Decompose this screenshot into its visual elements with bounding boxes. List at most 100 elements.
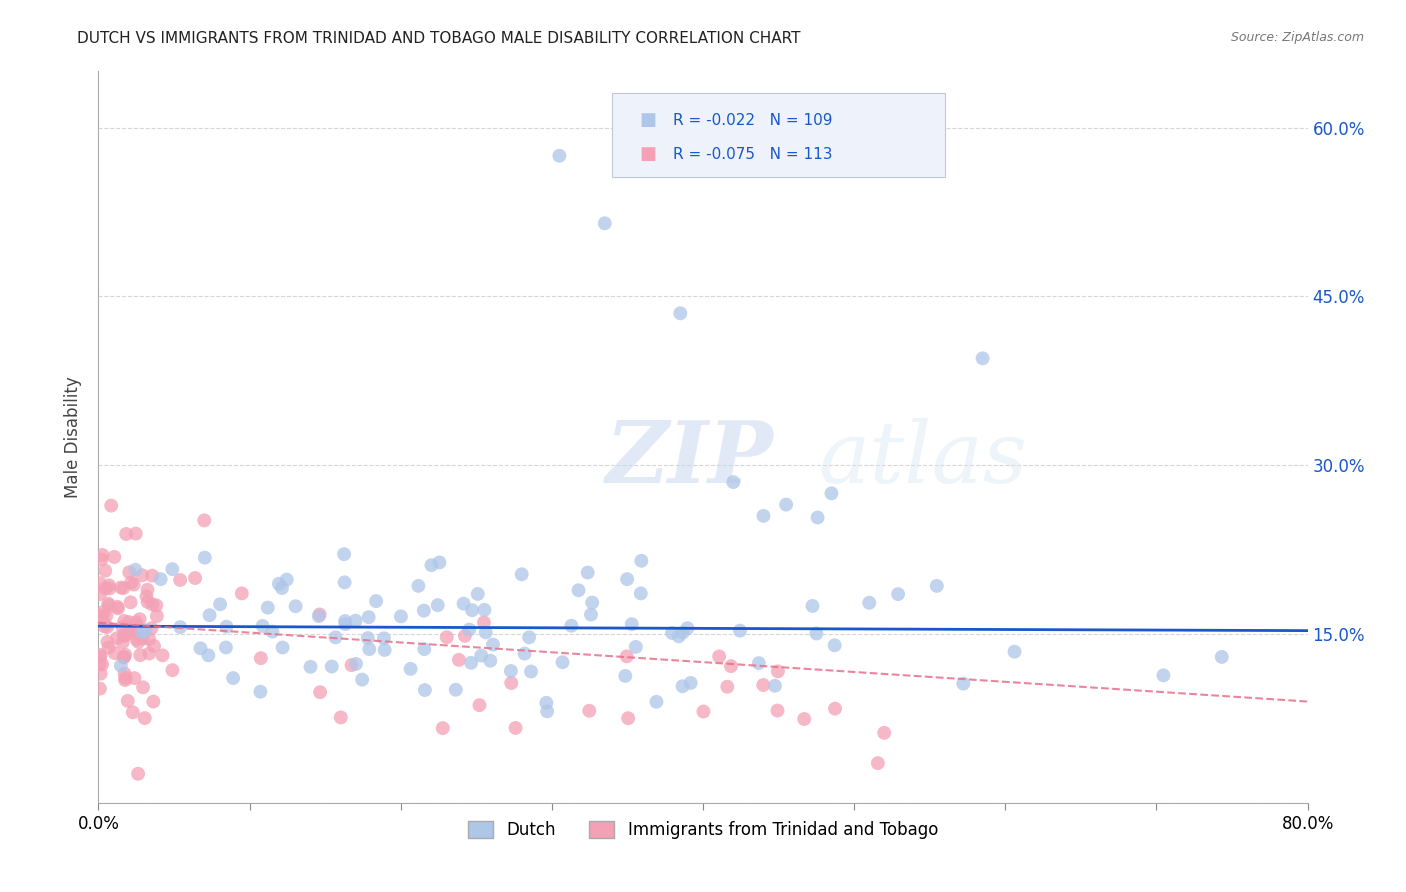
Point — [299, 660, 322, 674]
Point — [118, 565, 141, 579]
Point — [131, 625, 153, 640]
Point — [146, 609, 169, 624]
Point — [115, 527, 138, 541]
Point — [120, 595, 142, 609]
Point — [142, 695, 165, 709]
Point — [143, 639, 166, 653]
Point — [91, 612, 114, 626]
Point — [122, 577, 145, 591]
Point — [132, 681, 155, 695]
Point — [112, 650, 135, 665]
Point — [100, 499, 122, 513]
Point — [824, 638, 846, 652]
Point — [89, 587, 111, 601]
Point — [536, 696, 558, 710]
Point — [925, 579, 948, 593]
Point — [120, 575, 142, 590]
Point — [474, 603, 496, 617]
FancyBboxPatch shape — [613, 94, 945, 178]
Point — [111, 620, 134, 634]
Point — [90, 648, 112, 662]
Point — [614, 669, 637, 683]
Point — [90, 552, 112, 566]
Text: Source: ZipAtlas.com: Source: ZipAtlas.com — [1230, 31, 1364, 45]
Point — [125, 632, 148, 647]
Point — [676, 621, 699, 635]
Point — [121, 622, 143, 636]
Point — [472, 615, 495, 630]
Text: atlas: atlas — [818, 417, 1026, 500]
Point — [141, 598, 163, 612]
Text: ■: ■ — [638, 145, 657, 163]
Point — [517, 631, 540, 645]
Point — [321, 659, 343, 673]
Point — [752, 508, 775, 523]
Point — [567, 583, 589, 598]
Point — [132, 632, 155, 646]
Point — [581, 595, 603, 609]
Point — [824, 701, 846, 715]
Point — [97, 640, 120, 655]
Point — [110, 658, 132, 673]
Point — [105, 599, 128, 614]
Point — [793, 712, 815, 726]
Point — [271, 640, 294, 655]
Point — [141, 621, 163, 635]
Y-axis label: Male Disability: Male Disability — [65, 376, 83, 498]
Point — [763, 679, 786, 693]
Point — [551, 655, 574, 669]
Point — [520, 665, 543, 679]
Point — [90, 666, 112, 681]
Point — [267, 576, 290, 591]
Text: ZIP: ZIP — [606, 417, 775, 500]
Point — [333, 547, 356, 561]
Point — [136, 582, 159, 597]
Point — [479, 654, 502, 668]
Point — [820, 486, 842, 500]
Point — [114, 629, 136, 643]
Point — [728, 624, 751, 638]
Point — [352, 673, 374, 687]
Point — [125, 615, 148, 629]
Point — [389, 609, 412, 624]
Point — [806, 626, 828, 640]
Point — [134, 711, 156, 725]
Point — [461, 603, 484, 617]
Point — [103, 549, 125, 564]
Point — [309, 685, 332, 699]
Point — [107, 601, 129, 615]
Point — [193, 513, 215, 527]
Point — [138, 647, 160, 661]
Point — [308, 607, 330, 622]
Point — [124, 671, 146, 685]
Point — [125, 618, 148, 632]
Point — [692, 705, 714, 719]
Point — [413, 683, 436, 698]
Point — [620, 617, 643, 632]
Point — [468, 698, 491, 713]
Point — [131, 568, 153, 582]
Point — [475, 625, 498, 640]
Point — [145, 599, 167, 613]
Point — [432, 721, 454, 735]
Point — [250, 651, 273, 665]
Point — [89, 649, 111, 664]
Point — [249, 684, 271, 698]
Point — [124, 625, 146, 640]
Point — [548, 149, 571, 163]
Point — [231, 586, 253, 600]
Point — [748, 656, 770, 670]
Point — [420, 558, 443, 573]
Point — [93, 605, 115, 619]
Point — [426, 598, 449, 612]
Point — [972, 351, 994, 366]
Point — [505, 721, 527, 735]
Point — [197, 648, 219, 663]
Point — [89, 576, 111, 591]
Point — [374, 643, 396, 657]
Point — [453, 597, 475, 611]
Point — [162, 562, 184, 576]
Point — [162, 663, 184, 677]
Point — [579, 607, 602, 622]
Point — [129, 648, 152, 662]
